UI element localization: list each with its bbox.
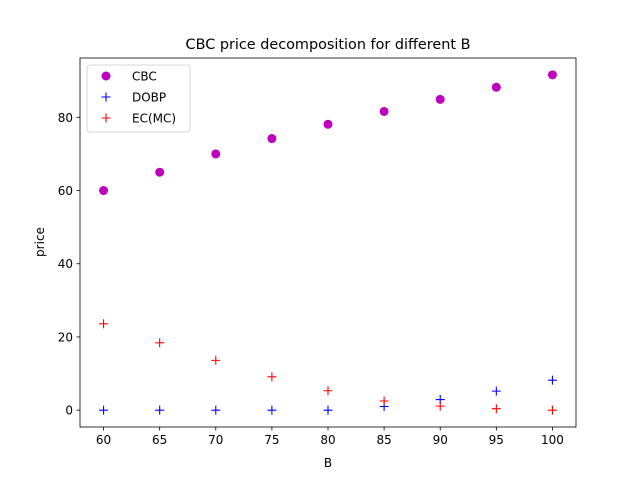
y-tick-label: 40	[58, 257, 73, 271]
legend-marker-cbc	[101, 71, 111, 81]
x-tick-label: 65	[152, 433, 167, 447]
x-tick-label: 60	[96, 433, 111, 447]
data-marks	[99, 70, 557, 415]
x-tick-label: 100	[541, 433, 564, 447]
axis-ticks: 60 65 70 75 80 85 90 95 100 0 20 40 60 80	[58, 111, 564, 447]
legend-box	[86, 64, 191, 133]
dobp-point	[491, 386, 501, 396]
cbc-point	[547, 70, 557, 80]
legend: CBC DOBP EC(MC)	[86, 64, 191, 133]
cbc-point	[267, 134, 277, 144]
cbc-point	[435, 94, 445, 104]
dobp-point	[323, 405, 333, 415]
ec-mc-point	[267, 372, 277, 382]
cbc-point	[155, 167, 165, 177]
dobp-point	[547, 375, 557, 385]
ec-mc-point	[99, 319, 109, 329]
dobp-point	[267, 405, 277, 415]
legend-label-dobp: DOBP	[132, 91, 166, 105]
chart-title: CBC price decomposition for different B	[186, 37, 471, 53]
legend-label-ec-mc: EC(MC)	[132, 112, 176, 126]
y-tick-label: 60	[58, 184, 73, 198]
legend-marker-dobp	[101, 92, 111, 102]
ec-mc-point	[155, 338, 165, 348]
cbc-point	[211, 149, 221, 159]
y-tick-label: 80	[58, 111, 73, 125]
x-axis-label: B	[324, 456, 332, 470]
ec-mc-point	[435, 401, 445, 411]
cbc-point	[323, 119, 333, 129]
cbc-point	[491, 82, 501, 92]
ec-mc-point	[491, 404, 501, 414]
cbc-point	[379, 106, 389, 116]
plot-area-frame	[79, 57, 577, 428]
ec-mc-point	[379, 396, 389, 406]
y-tick-label: 0	[65, 404, 73, 418]
ec-mc-point	[547, 405, 557, 415]
legend-marker-ec-mc	[101, 113, 111, 123]
dobp-point	[211, 405, 221, 415]
x-tick-label: 70	[208, 433, 223, 447]
x-tick-label: 85	[376, 433, 391, 447]
x-tick-label: 75	[264, 433, 279, 447]
x-tick-label: 80	[320, 433, 335, 447]
y-axis-label: price	[33, 227, 47, 257]
legend-label-cbc: CBC	[132, 70, 157, 84]
y-tick-label: 20	[58, 330, 73, 344]
dobp-point	[155, 405, 165, 415]
ec-mc-point	[323, 386, 333, 396]
x-tick-label: 90	[433, 433, 448, 447]
dobp-point	[99, 405, 109, 415]
cbc-point	[99, 186, 109, 196]
ec-mc-point	[211, 355, 221, 365]
x-tick-label: 95	[489, 433, 504, 447]
